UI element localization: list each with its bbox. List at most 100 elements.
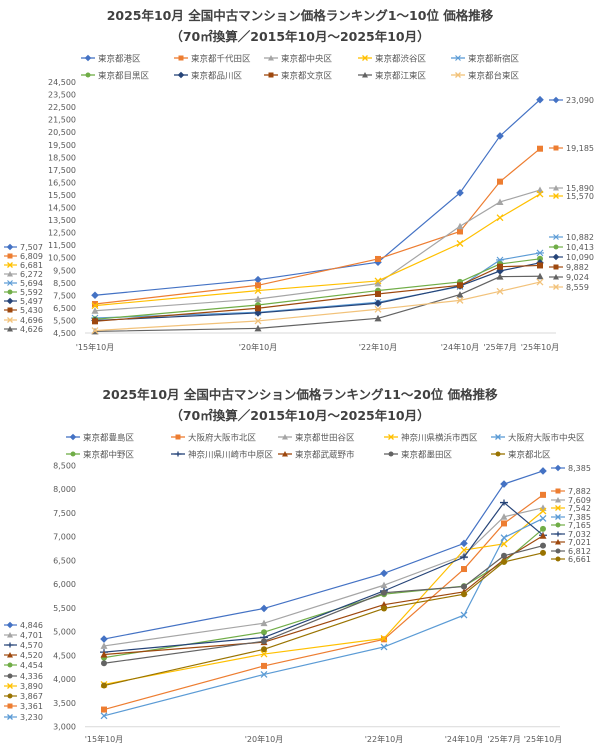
- data-point: [500, 499, 508, 506]
- data-point: [92, 318, 98, 325]
- marker-square: [537, 145, 543, 152]
- y-tick-label: 4,500: [53, 329, 76, 338]
- series-10: [91, 278, 544, 334]
- data-point: [536, 95, 544, 104]
- marker-circle: [261, 629, 267, 636]
- marker-star: [552, 234, 560, 240]
- end-value-label: 8,559: [549, 283, 589, 292]
- legend-entry: 東京都品川区: [174, 71, 243, 82]
- legend-entry: 東京都文京区: [264, 71, 333, 82]
- start-value-label: 5,497: [4, 297, 43, 306]
- marker-diamond: [496, 132, 504, 140]
- start-value: 4,626: [20, 325, 43, 334]
- series-line: [103, 507, 544, 647]
- series-3: [91, 186, 544, 314]
- y-tick-label: 9,500: [53, 266, 76, 275]
- y-tick-label: 24,500: [48, 78, 76, 87]
- marker-diamond: [6, 621, 14, 629]
- end-value-label: 7,609: [551, 496, 591, 505]
- data-point: [457, 282, 463, 289]
- series-9: [101, 542, 546, 667]
- start-value: 6,272: [20, 270, 43, 279]
- marker-diamond: [539, 467, 547, 475]
- marker-diamond: [460, 539, 468, 548]
- series-line: [103, 552, 544, 687]
- legend-label: 東京都目黒区: [98, 71, 150, 82]
- data-point: [261, 629, 267, 636]
- marker-circle: [555, 522, 561, 528]
- data-point: [374, 277, 382, 285]
- x-tick-label: '24年10月: [445, 734, 484, 744]
- end-value: 6,812: [568, 547, 591, 556]
- legend-entry: 東京都台東区: [451, 71, 520, 82]
- series-7: [100, 499, 547, 656]
- series-2: [92, 145, 543, 308]
- series-1: [91, 95, 544, 300]
- series-line: [94, 258, 541, 320]
- end-value: 15,570: [566, 192, 594, 201]
- data-point: [539, 504, 547, 511]
- legend-entry: 大阪府大阪市中央区: [491, 433, 585, 444]
- marker-square: [553, 145, 559, 151]
- marker-triangle: [100, 642, 108, 649]
- data-point: [374, 314, 382, 322]
- data-point: [374, 305, 382, 313]
- start-value: 5,430: [20, 306, 43, 315]
- data-point: [496, 273, 504, 280]
- y-tick-label: 8,500: [53, 279, 76, 288]
- data-point: [460, 546, 468, 554]
- marker-circle: [261, 638, 267, 645]
- legend-label: 東京都品川区: [191, 71, 243, 82]
- series-line: [103, 545, 544, 664]
- end-value-label: 15,570: [549, 192, 594, 201]
- end-value-label: 7,882: [551, 487, 591, 496]
- marker-square: [381, 636, 387, 643]
- data-point: [101, 682, 107, 689]
- end-value-label: 7,032: [551, 530, 591, 539]
- data-point: [255, 282, 261, 289]
- y-tick-label: 7,500: [53, 291, 76, 300]
- marker-square: [255, 282, 261, 289]
- marker-diamond: [6, 297, 14, 305]
- start-value: 4,570: [20, 641, 43, 650]
- marker-x: [555, 505, 561, 511]
- marker-diamond: [500, 480, 508, 488]
- start-value: 4,454: [20, 661, 43, 670]
- data-point: [91, 291, 99, 300]
- data-point: [374, 280, 382, 287]
- marker-circle: [70, 451, 76, 457]
- data-point: [461, 583, 467, 590]
- marker-triangle: [374, 314, 382, 322]
- data-point: [92, 301, 98, 308]
- marker-diamond: [91, 291, 99, 300]
- marker-x: [539, 514, 547, 522]
- marker-square: [497, 263, 503, 270]
- legend-entry: 神奈川県川崎市中原区: [171, 450, 274, 461]
- marker-x: [380, 634, 388, 642]
- marker-x: [260, 671, 268, 678]
- marker-square: [92, 301, 98, 308]
- marker-triangle: [282, 434, 288, 440]
- x-tick-label: '15年10月: [76, 342, 115, 352]
- end-value: 7,882: [568, 487, 591, 496]
- legend-entry: 東京都新宿区: [451, 54, 520, 65]
- marker-x: [456, 296, 464, 304]
- x-tick-label: '25年10月: [521, 342, 560, 352]
- marker-x: [495, 434, 501, 440]
- start-value-label: 7,507: [4, 243, 43, 252]
- end-value-label: 7,542: [551, 504, 591, 513]
- marker-triangle: [7, 326, 13, 332]
- marker-diamond: [380, 569, 388, 578]
- marker-diamond: [456, 189, 464, 197]
- marker-square: [537, 262, 543, 269]
- marker-plus: [500, 499, 508, 506]
- data-point: [456, 240, 464, 247]
- data-point: [536, 272, 544, 280]
- marker-triangle: [7, 632, 13, 638]
- marker-circle: [7, 693, 13, 699]
- marker-plus: [554, 531, 562, 537]
- marker-plus: [460, 554, 468, 561]
- x-tick-label: '22年10月: [365, 734, 404, 744]
- marker-diamond: [69, 433, 77, 441]
- marker-square: [178, 55, 184, 61]
